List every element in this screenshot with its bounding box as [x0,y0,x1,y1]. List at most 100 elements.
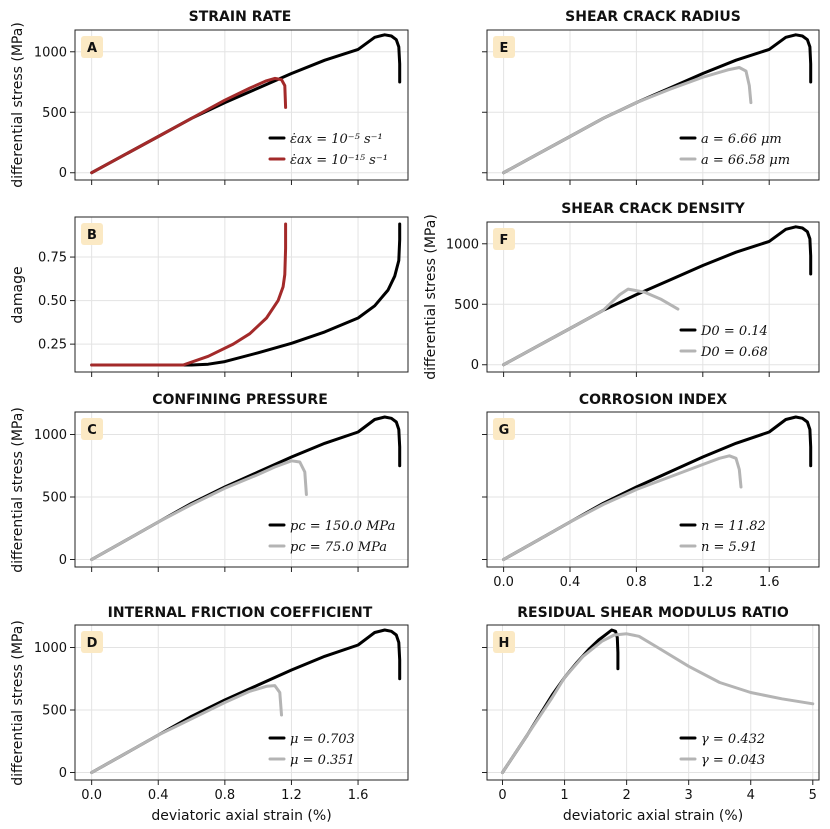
y-axis-label: damage [10,266,26,323]
y-tick-label: 1000 [34,45,67,60]
panel-d: 0.0 0.4 0.8 1.2 1.6 0 500 1000 D INTERNAL FRICTIO… [10,605,409,824]
series-line-2 [502,287,680,367]
legend-label: n = 11.82 [701,519,766,534]
panel-badge-label: H [499,636,510,651]
panel-title: INTERNAL FRICTION COEFFICIENT [108,605,373,621]
panel-badge [81,36,103,58]
panel-badge-label: C [87,423,97,438]
legend-label: D0 = 0.14 [700,324,768,339]
series-line-2 [502,454,743,561]
panel-badge [81,418,103,440]
x-tick-label: 0.8 [215,788,236,803]
series-line-2 [501,632,815,774]
y-tick-label: 0.50 [38,294,67,309]
x-tick-label: 2 [622,788,630,803]
panel-title: SHEAR CRACK RADIUS [565,9,741,25]
legend-label: D0 = 0.68 [700,345,768,360]
panel-badge-label: B [87,228,97,243]
y-tick-label: 0.75 [38,251,67,266]
series-line-1 [502,225,813,367]
series-line-2 [90,76,288,175]
legend-label: a = 6.66 μm [701,132,782,147]
x-tick-label: 0.8 [626,575,647,590]
y-tick-label: 0 [59,766,67,781]
series-line-1 [90,415,402,561]
panel-badge-label: D [87,636,98,651]
legend-label: μ = 0.703 [290,732,355,747]
panel-h: 0 1 2 3 4 5 H RESIDUAL SHEAR MODULUS RATIO devia… [482,605,820,824]
y-axis-label: differential stress (MPa) [10,620,26,786]
y-tick-label: 0 [471,358,479,373]
y-axis-label: differential stress (MPa) [10,407,26,573]
panel-title: CORROSION INDEX [579,392,728,408]
y-axis-label: differential stress (MPa) [10,22,26,188]
panel-title: CONFINING PRESSURE [152,392,328,408]
panel-badge [493,228,515,250]
panel-badge [493,418,515,440]
x-tick-label: 4 [747,788,755,803]
panel-c: 0 500 1000 C CONFINING PRESSURE differential … [10,392,409,573]
plot-frame [74,411,409,568]
x-tick-label: 1.2 [281,788,302,803]
series-line-1 [502,415,813,561]
plot-frame [74,216,409,373]
legend-label: pc = 150.0 MPa [290,519,395,534]
y-tick-label: 500 [42,491,67,506]
legend-label: a = 66.58 μm [701,153,790,168]
series-line-1 [501,628,620,774]
plot-frame [486,624,820,781]
series-line-2 [502,66,753,175]
panel-badge [81,223,103,245]
y-axis-label: differential stress (MPa) [423,214,439,380]
x-tick-label: 3 [685,788,693,803]
x-tick-label: 0.4 [560,575,581,590]
legend-label: ε̇ax = 10⁻¹⁵ s⁻¹ [290,153,388,168]
x-tick-label: 0.0 [493,575,514,590]
panel-f: 0 500 1000 F SHEAR CRACK DENSITY differential… [423,201,820,380]
series-line-1 [502,33,813,175]
series-line-2 [90,684,283,774]
legend-label: n = 5.91 [701,540,757,555]
y-tick-label: 0 [59,166,67,181]
x-tick-label: 0 [498,788,506,803]
plot-frame [486,411,820,568]
plot-frame [74,29,409,181]
panel-badge-label: E [500,41,509,56]
legend-label: γ = 0.043 [701,753,765,768]
x-tick-label: 1.2 [692,575,713,590]
x-axis-label: deviatoric axial strain (%) [151,808,331,824]
panel-badge-label: A [87,41,97,56]
legend-label: pc = 75.0 MPa [290,540,387,555]
plot-frame [74,624,409,781]
series-line-2 [90,222,288,367]
y-tick-label: 1000 [34,641,67,656]
series-line-1 [90,222,402,367]
panel-g: 0.0 0.4 0.8 1.2 1.6 G CORROSION INDEX n = 11.82… [482,392,820,590]
x-axis-label: deviatoric axial strain (%) [563,808,743,824]
panel-badge-label: G [499,423,510,438]
x-tick-label: 1 [560,788,568,803]
panel-badge [493,36,515,58]
x-tick-label: 0.4 [148,788,169,803]
x-tick-label: 5 [809,788,817,803]
series-line-1 [90,33,402,175]
panel-badge [493,631,515,653]
x-tick-label: 0.0 [81,788,102,803]
plot-frame [486,221,820,373]
legend-label: γ = 0.432 [701,732,765,747]
panel-badge [81,631,103,653]
legend-label: ε̇ax = 10⁻⁵ s⁻¹ [290,132,383,147]
legend-label: μ = 0.351 [290,753,355,768]
y-tick-label: 1000 [34,428,67,443]
panel-title: RESIDUAL SHEAR MODULUS RATIO [517,605,789,621]
panel-title: STRAIN RATE [189,9,292,25]
panel-badge-label: F [500,233,509,248]
y-tick-label: 0 [59,553,67,568]
y-tick-label: 500 [42,106,67,121]
panel-e: E SHEAR CRACK RADIUS a = 6.66 μm a = 66.58 … [482,9,820,185]
x-tick-label: 1.6 [348,788,369,803]
y-tick-label: 0.25 [38,338,67,353]
y-tick-label: 500 [42,704,67,719]
